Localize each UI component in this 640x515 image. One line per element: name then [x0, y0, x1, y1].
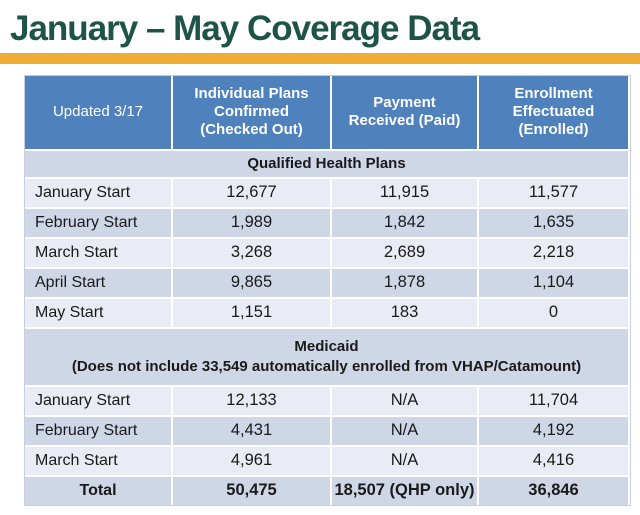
cell-enrolled: 4,416	[479, 446, 628, 475]
section-title-medicaid: Medicaid (Does not include 33,549 automa…	[25, 328, 628, 385]
header-col-paid: Payment Received (Paid)	[332, 75, 477, 149]
section-title-text: Medicaid	[294, 337, 359, 355]
cell-confirmed: 4,961	[173, 446, 330, 475]
section-title-qhp: Qualified Health Plans	[25, 150, 628, 177]
total-enrolled: 36,846	[479, 476, 628, 505]
cell-enrolled: 2,218	[479, 238, 628, 267]
table-row: May Start 1,151 183 0	[25, 298, 630, 327]
total-paid: 18,507 (QHP only)	[332, 476, 477, 505]
cell-confirmed: 3,268	[173, 238, 330, 267]
header-col-confirmed: Individual Plans Confirmed (Checked Out)	[173, 75, 330, 149]
page-title: January – May Coverage Data	[10, 9, 480, 48]
cell-paid: N/A	[332, 416, 477, 445]
cell-confirmed: 1,989	[173, 208, 330, 237]
table-row: February Start 4,431 N/A 4,192	[25, 416, 630, 445]
coverage-table: Updated 3/17 Individual Plans Confirmed …	[24, 74, 631, 506]
table-row: January Start 12,677 11,915 11,577	[25, 178, 630, 207]
table-row: January Start 12,133 N/A 11,704	[25, 386, 630, 415]
header-updated: Updated 3/17	[25, 75, 171, 149]
cell-paid: N/A	[332, 446, 477, 475]
header-col-enrolled: Enrollment Effectuated (Enrolled)	[479, 75, 628, 149]
gold-divider-bar	[0, 52, 640, 64]
row-label: February Start	[25, 416, 171, 445]
table-row: April Start 9,865 1,878 1,104	[25, 268, 630, 297]
cell-enrolled: 11,577	[479, 178, 628, 207]
total-confirmed: 50,475	[173, 476, 330, 505]
cell-paid: 2,689	[332, 238, 477, 267]
row-label: May Start	[25, 298, 171, 327]
table-row: February Start 1,989 1,842 1,635	[25, 208, 630, 237]
table-row: March Start 3,268 2,689 2,218	[25, 238, 630, 267]
cell-enrolled: 1,104	[479, 268, 628, 297]
cell-paid: 11,915	[332, 178, 477, 207]
row-label: April Start	[25, 268, 171, 297]
cell-confirmed: 9,865	[173, 268, 330, 297]
cell-enrolled: 1,635	[479, 208, 628, 237]
row-label: March Start	[25, 238, 171, 267]
section-header-qhp: Qualified Health Plans	[25, 150, 630, 177]
cell-confirmed: 12,133	[173, 386, 330, 415]
cell-paid: 183	[332, 298, 477, 327]
cell-confirmed: 4,431	[173, 416, 330, 445]
cell-enrolled: 11,704	[479, 386, 628, 415]
total-label: Total	[25, 476, 171, 505]
cell-enrolled: 0	[479, 298, 628, 327]
table-header-row: Updated 3/17 Individual Plans Confirmed …	[25, 75, 630, 149]
section-note-text: (Does not include 33,549 automatically e…	[71, 357, 582, 375]
cell-paid: 1,878	[332, 268, 477, 297]
section-header-medicaid: Medicaid (Does not include 33,549 automa…	[25, 328, 630, 385]
cell-confirmed: 1,151	[173, 298, 330, 327]
total-row: Total 50,475 18,507 (QHP only) 36,846	[25, 476, 630, 505]
row-label: March Start	[25, 446, 171, 475]
cell-paid: 1,842	[332, 208, 477, 237]
row-label: February Start	[25, 208, 171, 237]
row-label: January Start	[25, 178, 171, 207]
table-row: March Start 4,961 N/A 4,416	[25, 446, 630, 475]
cell-paid: N/A	[332, 386, 477, 415]
row-label: January Start	[25, 386, 171, 415]
cell-confirmed: 12,677	[173, 178, 330, 207]
cell-enrolled: 4,192	[479, 416, 628, 445]
